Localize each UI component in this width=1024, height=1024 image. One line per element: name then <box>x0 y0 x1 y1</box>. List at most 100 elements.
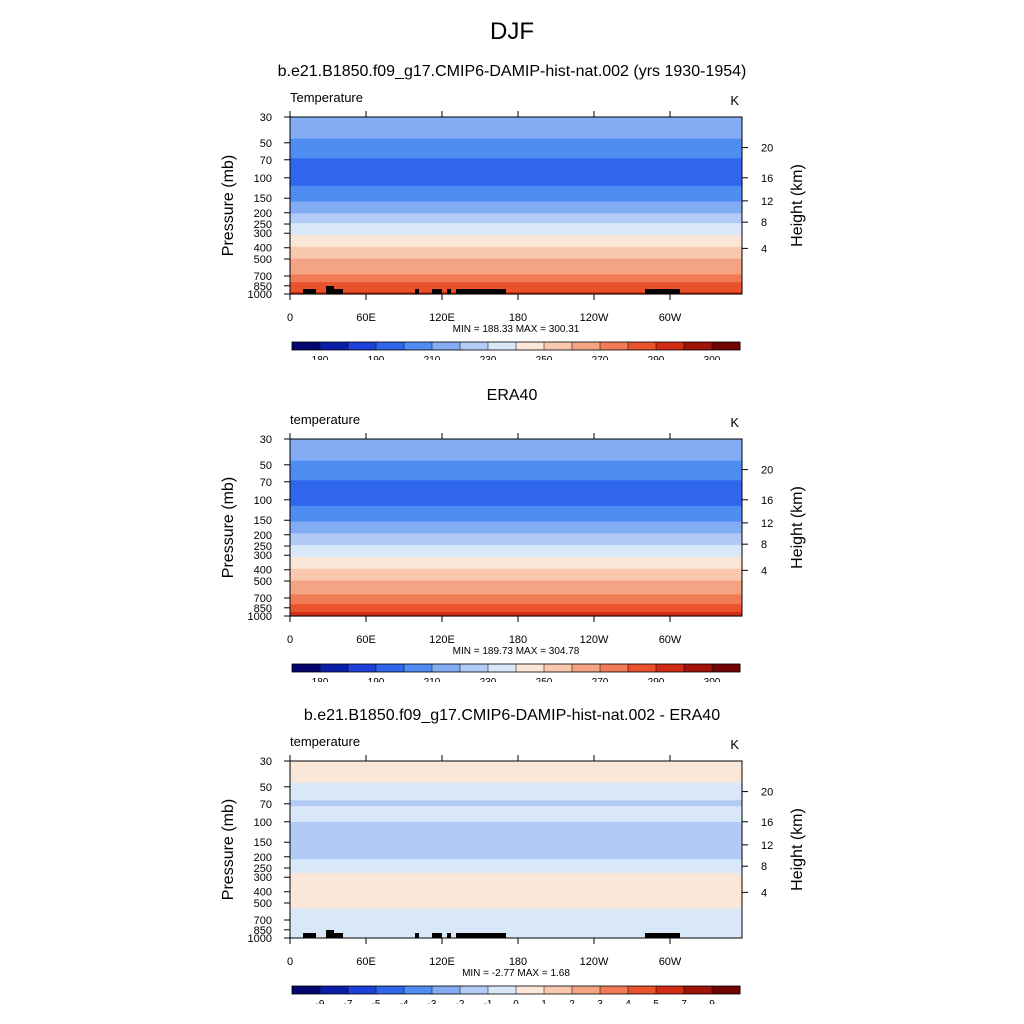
contour-band <box>290 766 742 770</box>
colorbar-swatch <box>656 342 685 350</box>
contour-band <box>290 900 742 904</box>
contour-band <box>290 553 742 556</box>
contour-band <box>290 521 742 525</box>
contour-band <box>290 276 742 279</box>
topography-mask <box>303 289 316 294</box>
colorbar-label: -9 <box>316 999 325 1004</box>
x-tick-label: 0 <box>287 312 293 324</box>
y2-axis-label: Height (km) <box>789 164 806 247</box>
contour-band <box>290 770 742 774</box>
contour-band <box>290 600 742 603</box>
contour-band <box>290 586 742 590</box>
contour-band <box>290 256 742 260</box>
min-max-stats: MIN = 189.73 MAX = 304.78 <box>453 646 580 657</box>
x-tick-label: 60E <box>356 956 376 968</box>
y-tick-label: 30 <box>260 434 272 446</box>
contour-band <box>290 448 742 452</box>
contour-band <box>290 174 742 177</box>
colorbar-swatch <box>600 664 629 672</box>
colorbar-swatch <box>432 342 461 350</box>
colorbar-swatch <box>488 664 517 672</box>
topography-mask <box>645 289 680 294</box>
contour-band <box>290 266 742 270</box>
y2-tick-label: 12 <box>761 840 773 852</box>
x-tick-label: 0 <box>287 634 293 646</box>
contour-band <box>290 501 742 505</box>
contour-band <box>290 130 742 134</box>
contour-band <box>290 203 742 207</box>
colorbar-swatch <box>572 664 601 672</box>
colorbar-label: 230 <box>480 355 497 360</box>
contour-band <box>290 229 742 232</box>
contour-band <box>290 606 742 609</box>
contour-band <box>290 902 742 906</box>
contour-band <box>290 612 742 615</box>
y2-tick-label: 20 <box>761 787 773 799</box>
contour-band <box>290 152 742 155</box>
contour-band <box>290 525 742 529</box>
contour-band <box>290 590 742 593</box>
contour-band <box>290 484 742 487</box>
y-tick-label: 250 <box>254 219 272 231</box>
colorbar-label: -5 <box>372 999 381 1004</box>
y-tick-label: 250 <box>254 541 272 553</box>
contour-band <box>290 551 742 554</box>
contour-band <box>290 235 742 238</box>
min-max-stats: MIN = 188.33 MAX = 300.31 <box>453 324 580 335</box>
chart-svg: temperature K0 60E 120E 180 120W 60W3050701001… <box>220 734 806 1004</box>
contour-band <box>290 810 742 813</box>
contour-band <box>290 509 742 513</box>
contour-band <box>290 555 742 558</box>
topography-mask <box>326 286 334 294</box>
colorbar-swatch <box>572 342 601 350</box>
contour-band <box>290 168 742 171</box>
colorbar-label: 210 <box>424 677 441 682</box>
contour-band <box>290 614 742 617</box>
contour-band <box>290 197 742 201</box>
contour-band <box>290 806 742 809</box>
colorbar-label: 2 <box>569 999 575 1004</box>
topography-mask <box>415 289 419 294</box>
colorbar-swatch <box>292 342 321 350</box>
colorbar-swatch <box>460 342 489 350</box>
contour-band <box>290 847 742 851</box>
contour-band <box>290 124 742 128</box>
contour-band <box>290 492 742 495</box>
contour-band <box>290 262 742 266</box>
y2-tick-label: 12 <box>761 518 773 530</box>
colorbar-label: 230 <box>480 677 497 682</box>
contour-band <box>290 928 742 931</box>
colorbar-label: -7 <box>344 999 353 1004</box>
contour-band <box>290 816 742 819</box>
x-tick-label: 180 <box>509 956 527 968</box>
contour-band <box>290 156 742 159</box>
contour-band <box>290 908 742 912</box>
contour-band <box>290 837 742 841</box>
contour-band <box>290 829 742 833</box>
contour-band <box>290 568 742 572</box>
contour-band <box>290 818 742 821</box>
contour-band <box>290 217 742 220</box>
contour-band <box>290 867 742 870</box>
colorbar-label: 1 <box>541 999 547 1004</box>
colorbar-swatch <box>516 342 545 350</box>
contour-band <box>290 778 742 782</box>
y-tick-label: 1000 <box>248 611 272 623</box>
y2-tick-label: 16 <box>761 817 773 829</box>
contour-band <box>290 798 742 801</box>
contour-band <box>290 444 742 448</box>
contour-band <box>290 460 742 464</box>
contour-band <box>290 154 742 157</box>
panel-title: ERA40 <box>486 387 538 404</box>
colorbar-swatch <box>488 986 517 994</box>
contour-band <box>290 170 742 173</box>
y2-axis-label: Height (km) <box>789 808 806 891</box>
contour-band <box>290 517 742 521</box>
contour-band <box>290 470 742 474</box>
contour-band <box>290 166 742 169</box>
contour-band <box>290 533 742 536</box>
colorbar-label: -3 <box>428 999 437 1004</box>
colorbar-swatch <box>712 664 741 672</box>
contour-band <box>290 442 742 446</box>
colorbar-label: 270 <box>592 355 609 360</box>
